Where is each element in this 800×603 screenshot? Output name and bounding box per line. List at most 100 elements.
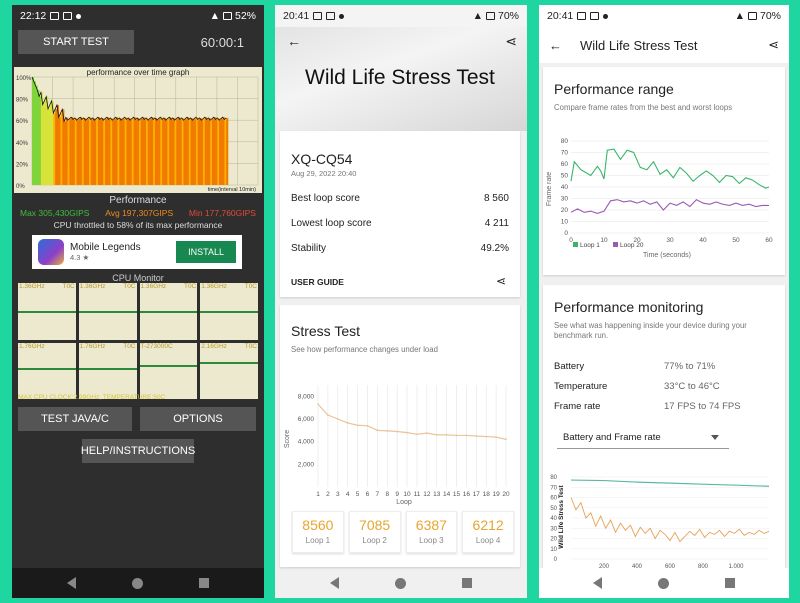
lowest-loop-label: Lowest loop score: [291, 218, 372, 229]
loop-score-tile[interactable]: 7085 Loop 2: [348, 511, 401, 553]
perf-bar: [108, 119, 111, 185]
perf-bar: [174, 120, 177, 185]
cpu-temp: T0C: [123, 342, 136, 350]
perf-bar: [147, 120, 150, 185]
battery-fps-chart: Wild Life Stress Test 0 10 20 30 40 50 60 70 80 2…: [550, 475, 770, 570]
perf-bar: [151, 117, 154, 185]
perf-bar: [210, 120, 213, 185]
loop-score-tile[interactable]: 8560 Loop 1: [292, 511, 344, 553]
cpu-core-label: 1.36GHz T0C: [80, 283, 136, 290]
perf-bar: [58, 117, 61, 185]
share-icon[interactable]: ⋖: [768, 37, 779, 52]
back-icon[interactable]: [67, 577, 76, 589]
score-point: [356, 424, 359, 427]
loop-score-tile[interactable]: 6387 Loop 3: [405, 511, 458, 553]
temperature-label: Temperature: [554, 381, 608, 392]
perf-bar: [32, 77, 35, 185]
perf-bar: [90, 119, 93, 185]
y-tick-label: 50: [561, 173, 569, 180]
app-notification-icon: [326, 12, 336, 20]
options-button[interactable]: OPTIONS: [140, 407, 256, 431]
back-arrow-icon[interactable]: ←: [287, 33, 301, 49]
range-title: Performance range: [554, 81, 674, 97]
perf-bar: [149, 118, 152, 185]
performance-range-card: Performance range Compare frame rates fr…: [543, 67, 785, 275]
battery-icon: [222, 12, 232, 20]
home-icon[interactable]: [658, 577, 669, 589]
y-tick-label: 30: [561, 196, 569, 203]
share-icon[interactable]: ⋖: [505, 33, 517, 49]
perf-bar: [140, 118, 143, 185]
perf-bar: [117, 119, 120, 185]
perf-bar: [199, 117, 202, 185]
x-tick-label: 0: [569, 237, 573, 244]
clock: 22:12: [20, 10, 47, 22]
stress-test-card: Stress Test See how performance changes …: [280, 305, 520, 567]
test-java-button[interactable]: TEST JAVA/C: [18, 407, 132, 431]
perf-bar: [206, 119, 209, 185]
recents-icon[interactable]: [199, 578, 209, 588]
perf-bar: [56, 105, 60, 185]
perf-line: [31, 76, 227, 123]
series-line: [570, 497, 770, 543]
app-bar: ← Wild Life Stress Test ⋖: [539, 27, 789, 63]
install-button[interactable]: INSTALL: [176, 241, 236, 263]
perf-bar: [190, 117, 193, 185]
cpu-freq: T-273000C: [140, 342, 173, 350]
stress-title: Stress Test: [291, 323, 360, 339]
perf-bar: [137, 117, 140, 185]
battery-icon: [485, 12, 495, 20]
perf-avg: Avg 197,307GIPS: [105, 208, 174, 218]
perf-bar: [48, 108, 51, 185]
performance-graph-canvas: 100% 80% 60% 40% 20% 0% time(interval 10min): [16, 76, 259, 193]
cpu-freq: 1.76GHz: [79, 342, 106, 350]
perf-bar: [170, 119, 174, 185]
y-tick-label: 20%: [16, 162, 29, 168]
series-line: [570, 479, 770, 487]
recents-icon[interactable]: [462, 578, 472, 588]
back-icon[interactable]: [593, 577, 602, 589]
back-icon[interactable]: [330, 577, 339, 589]
home-icon[interactable]: [132, 577, 143, 589]
y-tick-label: 60: [550, 496, 557, 502]
status-bar: 20:41 ▲ 70%: [539, 5, 789, 27]
dropdown-value: Battery and Frame rate: [563, 432, 661, 443]
cpu-temp: T0C: [183, 283, 197, 290]
y-axis-label: Score: [284, 430, 291, 448]
perf-bar: [185, 118, 188, 185]
metric-dropdown[interactable]: Battery and Frame rate: [557, 427, 729, 449]
cpu-core-cell: 1.36GHz T0C: [18, 283, 76, 340]
cpu-temp: T0C: [244, 342, 257, 350]
loop-label: Loop 1: [305, 536, 331, 545]
perf-bar: [122, 118, 125, 185]
loop-score: 6212: [472, 517, 504, 533]
home-icon[interactable]: [395, 577, 406, 589]
start-test-button[interactable]: START TEST: [18, 30, 134, 54]
share-icon[interactable]: ⋖: [495, 274, 506, 288]
perf-bar: [178, 117, 181, 185]
ad-banner[interactable]: Mobile Legends 4.3 ★ INSTALL: [32, 235, 242, 269]
loop-label: Loop 2: [362, 536, 387, 545]
series-line: [570, 198, 769, 215]
y-tick-label: 40: [550, 516, 557, 522]
x-tick-label: 20: [633, 237, 641, 244]
perf-bar: [80, 117, 83, 185]
perf-bar: [135, 119, 138, 185]
performance-title: Performance: [109, 195, 167, 206]
perf-bar: [113, 118, 117, 185]
loop-score-tile[interactable]: 6212 Loop 4: [462, 511, 514, 553]
x-tick-label: 19: [492, 491, 500, 498]
stability-label: Stability: [291, 243, 327, 254]
back-arrow-icon[interactable]: ←: [549, 37, 562, 53]
cpu-temp: T0C: [62, 283, 75, 290]
score-point: [386, 430, 389, 432]
perf-bar: [106, 117, 109, 185]
help-button[interactable]: HELP/INSTRUCTIONS: [81, 439, 195, 463]
perf-bar: [42, 104, 45, 185]
perf-bar: [158, 118, 161, 185]
signal-icon: ▲: [472, 10, 483, 22]
user-guide-link[interactable]: USER GUIDE: [291, 277, 344, 287]
perf-bar: [110, 117, 113, 185]
perf-bar: [163, 117, 166, 185]
recents-icon[interactable]: [725, 578, 735, 588]
